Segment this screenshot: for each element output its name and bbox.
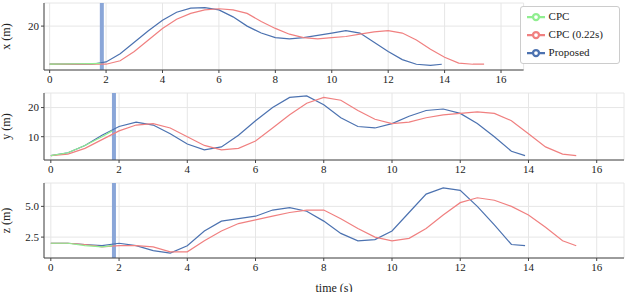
html-text:CPC (0.22s): CPC (0.22s) [548, 27, 603, 40]
svg-text:6: 6 [253, 163, 259, 175]
svg-text:12: 12 [455, 261, 466, 273]
svg-text:4: 4 [185, 163, 191, 175]
svg-text:8: 8 [273, 73, 279, 85]
svg-text:16: 16 [591, 261, 603, 273]
svg-text:2: 2 [116, 163, 122, 175]
svg-text:12: 12 [455, 163, 466, 175]
svg-text:16: 16 [591, 163, 603, 175]
svg-text:10: 10 [326, 73, 338, 85]
svg-text:z (m): z (m) [8, 208, 13, 234]
svg-text:0: 0 [48, 261, 54, 273]
html-text:CPC: CPC [548, 9, 570, 22]
svg-text:6: 6 [216, 73, 222, 85]
svg-text:2.5: 2.5 [25, 231, 39, 243]
svg-text:20: 20 [28, 20, 40, 32]
svg-text:8: 8 [321, 163, 327, 175]
svg-text:10: 10 [387, 261, 399, 273]
svg-text:x (m): x (m) [8, 23, 13, 49]
svg-text:16: 16 [496, 73, 508, 85]
svg-text:8: 8 [321, 261, 327, 273]
svg-text:14: 14 [523, 261, 535, 273]
svg-text:5.0: 5.0 [25, 200, 39, 212]
svg-text:2: 2 [103, 73, 109, 85]
svg-text:6: 6 [253, 261, 259, 273]
svg-text:y (m): y (m) [8, 113, 13, 139]
svg-text:12: 12 [383, 73, 394, 85]
html-text:Proposed: Proposed [548, 45, 590, 58]
svg-text:14: 14 [523, 163, 535, 175]
svg-text:4: 4 [185, 261, 191, 273]
svg-text:4: 4 [160, 73, 166, 85]
svg-text:10: 10 [387, 163, 399, 175]
svg-text:time (s): time (s) [316, 281, 353, 292]
svg-text:14: 14 [439, 73, 451, 85]
svg-text:2: 2 [116, 261, 122, 273]
svg-text:10: 10 [28, 131, 40, 143]
svg-text:20: 20 [28, 101, 40, 113]
svg-text:0: 0 [48, 163, 54, 175]
svg-text:0: 0 [47, 73, 53, 85]
